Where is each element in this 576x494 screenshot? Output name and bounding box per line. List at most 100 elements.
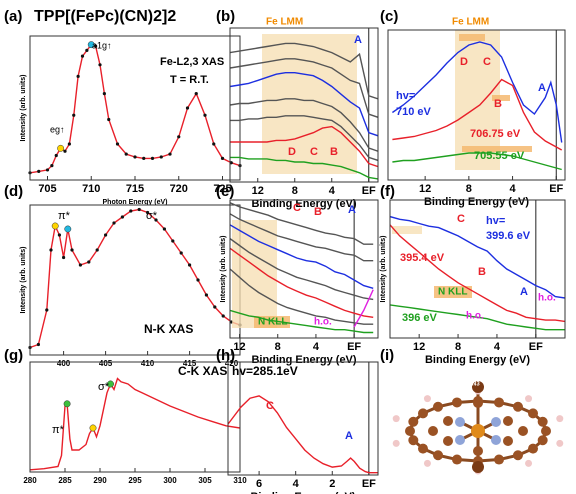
hydrogen [525, 460, 532, 467]
data-point [68, 142, 71, 145]
carbon [405, 426, 415, 436]
data-point [177, 135, 180, 138]
carbon [443, 416, 453, 426]
data-point [186, 106, 189, 109]
panel-title: TPP[(FePc)(CN)2]2 [34, 8, 176, 25]
carbon [528, 408, 538, 418]
series-group [228, 396, 378, 473]
annotation: N KLL [438, 287, 467, 298]
data-point [151, 157, 154, 160]
data-point [55, 154, 58, 157]
annotation: hv= [396, 90, 415, 102]
molecule [393, 381, 564, 475]
annotation: 706.75 eV [470, 128, 521, 140]
x-tick-label: 410 [141, 359, 155, 368]
data-point [163, 227, 166, 230]
annotation: C [266, 400, 274, 412]
annotation: N3 [472, 382, 480, 388]
data-point [58, 233, 61, 236]
data-point [37, 343, 40, 346]
annotation: A [520, 286, 528, 298]
x-tick-label: 8 [455, 341, 461, 353]
x-tick-label: 12 [252, 185, 264, 197]
annotation: A [345, 430, 353, 442]
x-tick-label: 305 [198, 476, 212, 485]
carbon [433, 450, 443, 460]
panel-label: (i) [380, 347, 394, 364]
annotation: Fe-L2,3 XAS [160, 56, 224, 68]
data-point [142, 157, 145, 160]
data-point [96, 248, 99, 251]
y-axis-label: Intensity (arb. units) [20, 247, 27, 314]
annotation: A [538, 82, 546, 94]
annotation: B [314, 206, 322, 218]
carbon [538, 435, 548, 445]
hydrogen [556, 415, 563, 422]
carbon [518, 426, 528, 436]
data-point [98, 63, 101, 66]
data-point [63, 150, 66, 153]
nitrogen [491, 435, 501, 445]
carbon [418, 408, 428, 418]
annotation: h.o. [314, 317, 332, 328]
annotation: C [457, 213, 465, 225]
data-point [81, 55, 84, 58]
x-tick-label: 4 [293, 478, 300, 490]
x-tick-label: 720 [170, 183, 188, 195]
annotation: N-K XAS [144, 322, 193, 336]
x-tick-label: 310 [233, 476, 247, 485]
x-tick-label: 715 [126, 183, 144, 195]
data-point [79, 263, 82, 266]
annotation: 705.55 eV [474, 150, 525, 162]
data-point [87, 260, 90, 263]
data-point [203, 114, 206, 117]
plot-frame [228, 362, 378, 475]
nitrogen [491, 417, 501, 427]
annotation: B [330, 146, 338, 158]
carbon [408, 417, 418, 427]
carbon [428, 426, 438, 436]
x-tick-label: 4 [509, 183, 516, 195]
annotation: 395.4 eV [400, 252, 445, 264]
data-point [62, 256, 65, 259]
annotation: hv= [486, 215, 505, 227]
hydrogen [424, 460, 431, 467]
x-tick-label: 8 [292, 185, 298, 197]
annotation: C [483, 56, 491, 68]
x-tick-label: 405 [99, 359, 113, 368]
x-axis-label: Binding Energy (eV) [425, 354, 530, 366]
x-tick-label: EF [549, 183, 563, 195]
annotation: C [310, 146, 318, 158]
annotation: σ* [146, 210, 158, 222]
iron [471, 424, 485, 438]
data-point [37, 170, 40, 173]
data-point [77, 75, 80, 78]
carbon [528, 444, 538, 454]
data-point [188, 263, 191, 266]
hydrogen [393, 440, 400, 447]
annotation: 396 eV [402, 312, 438, 324]
series-line [30, 210, 240, 348]
carbon [452, 455, 462, 465]
annotation: h.o. [538, 293, 556, 304]
annotation: σ* [98, 381, 110, 393]
y-axis-label: Intensity (arb. units) [220, 236, 227, 303]
annotation: C-K XAS [178, 364, 227, 378]
data-point [65, 226, 71, 232]
data-point [50, 164, 53, 167]
data-point [129, 209, 132, 212]
x-tick-label: 300 [163, 476, 177, 485]
shaded-region [232, 220, 277, 328]
panel-label: (d) [4, 183, 23, 200]
x-tick-label: 290 [93, 476, 107, 485]
x-tick-label: 6 [256, 478, 262, 490]
carbon [473, 446, 483, 456]
x-tick-label: 12 [419, 183, 431, 195]
carbon [494, 397, 504, 407]
label-highlight [459, 34, 485, 41]
data-point [196, 278, 199, 281]
data-point [116, 142, 119, 145]
data-point [180, 251, 183, 254]
series-line [354, 290, 373, 327]
data-point [222, 314, 225, 317]
